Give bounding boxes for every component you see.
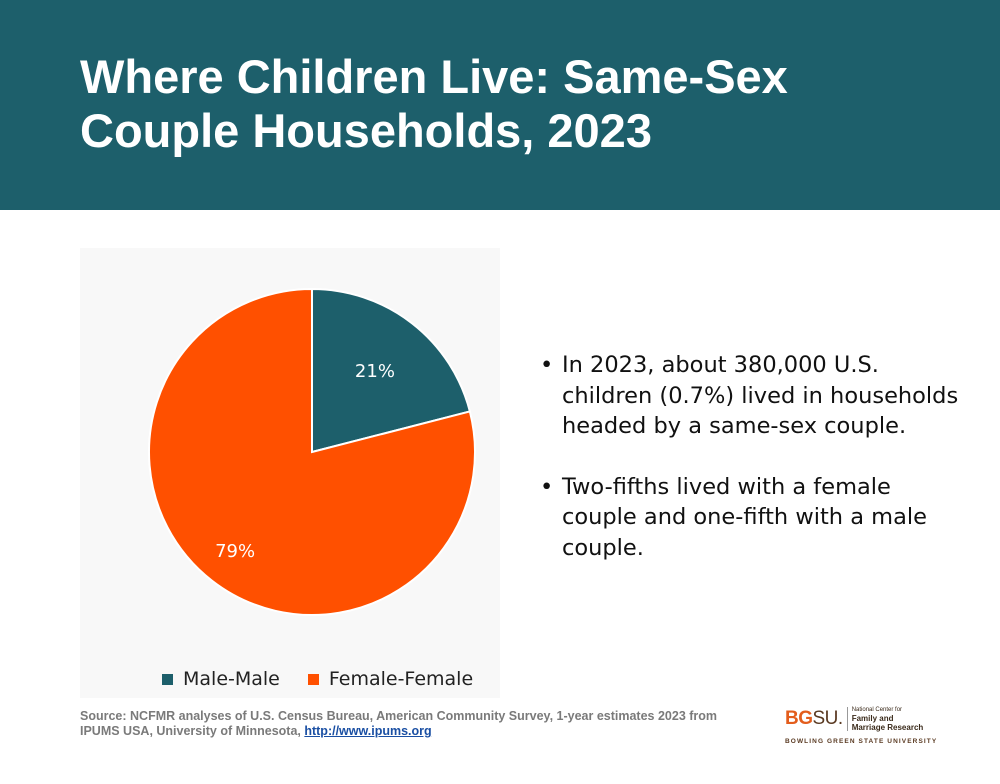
bullet-text: Two-fifths lived with a female couple an… [562,473,927,561]
logo-university: BOWLING GREEN STATE UNIVERSITY [785,738,938,745]
data-label-male-male: 21% [355,361,395,382]
bullet-item: • In 2023, about 380,000 U.S. children (… [540,350,960,442]
pie-slice-male-male [311,287,472,454]
bullet-dot-icon: • [540,473,554,500]
legend: Male-Male Female-Female [162,668,473,690]
bullet-list: • In 2023, about 380,000 U.S. children (… [540,350,960,593]
source-link[interactable]: http://www.ipums.org [304,724,432,738]
logo-divider [846,707,848,731]
logo-wordmark: BGSU. [785,708,843,729]
bgsu-logo: BGSU. National Center for Family and Mar… [785,706,938,746]
source-note: Source: NCFMR analyses of U.S. Census Bu… [80,709,760,739]
bullet-item: • Two-fifths lived with a female couple … [540,472,960,564]
legend-item-male-male: Male-Male [162,668,280,690]
source-text: Source: NCFMR analyses of U.S. Census Bu… [80,709,718,738]
bullet-text: In 2023, about 380,000 U.S. children (0.… [562,352,959,439]
legend-swatch-female-female [307,673,319,685]
title-banner: Where Children Live: Same-Sex Couple Hou… [0,0,1000,210]
pie-slice-female-female [148,287,476,616]
logo-center-name: National Center for Family and Marriage … [851,707,924,732]
legend-swatch-male-male [162,673,173,685]
legend-label-male-male: Male-Male [183,668,280,690]
pie-chart: 21% 79% Male-Male Female-Female [80,248,500,698]
pie-chart-svg: 21% 79% [148,287,476,616]
data-label-female-female: 79% [215,541,255,562]
page-title: Where Children Live: Same-Sex Couple Hou… [80,50,788,157]
legend-item-female-female: Female-Female [307,668,474,690]
legend-label-female-female: Female-Female [328,668,474,690]
bullet-dot-icon: • [540,352,554,378]
